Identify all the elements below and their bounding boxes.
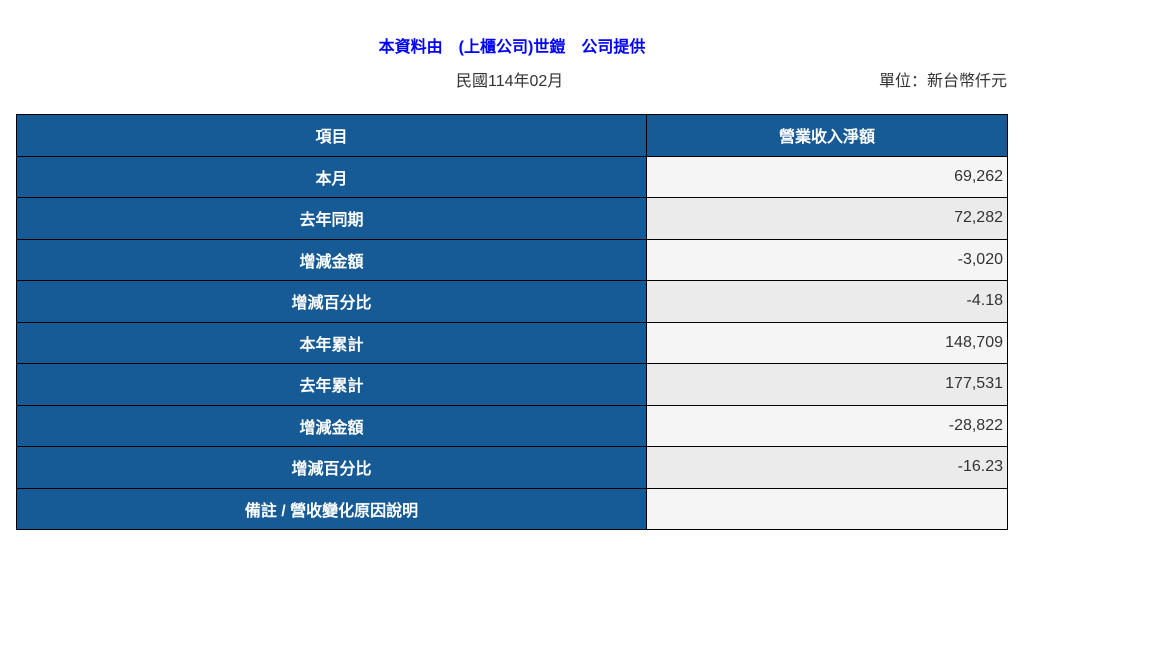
table-row: 增減金額 -28,822	[16, 404, 1008, 447]
row-label: 增減金額	[16, 404, 647, 447]
row-label: 增減百分比	[16, 446, 647, 489]
row-value: -28,822	[646, 404, 1008, 447]
row-label: 去年累計	[16, 363, 647, 406]
table-row: 本年累計 148,709	[16, 321, 1008, 364]
row-value: -4.18	[646, 280, 1008, 323]
row-label: 本月	[16, 155, 647, 198]
row-value: -16.23	[646, 446, 1008, 489]
row-value: -3,020	[646, 238, 1008, 281]
table-row: 本月 69,262	[16, 155, 1008, 198]
header-net-revenue: 營業收入淨額	[646, 114, 1008, 157]
row-label: 增減金額	[16, 238, 647, 281]
row-label: 備註 / 營收變化原因說明	[16, 487, 647, 530]
table-row: 備註 / 營收變化原因說明	[16, 487, 1008, 530]
row-label: 本年累計	[16, 321, 647, 364]
row-value	[646, 487, 1008, 530]
table-row: 去年同期 72,282	[16, 197, 1008, 240]
report-period: 民國114年02月	[456, 73, 564, 90]
row-value: 177,531	[646, 363, 1008, 406]
currency-unit: 單位：新台幣仟元	[878, 73, 1007, 90]
row-value: 148,709	[646, 321, 1008, 364]
table-row: 去年累計 177,531	[16, 363, 1008, 406]
row-value: 69,262	[646, 155, 1008, 198]
table-row: 增減百分比 -4.18	[16, 280, 1008, 323]
revenue-table: 項目 營業收入淨額 本月 69,262 去年同期 72,282 增減金額 -3,020 增減…	[16, 114, 1008, 530]
row-label: 增減百分比	[16, 280, 647, 323]
table-row: 增減金額 -3,020	[16, 238, 1008, 281]
row-label: 去年同期	[16, 197, 647, 240]
page-title: 本資料由 (上櫃公司)世鎧 公司提供	[378, 39, 646, 56]
row-value: 72,282	[646, 197, 1008, 240]
header-item: 項目	[16, 114, 647, 157]
table-row: 增減百分比 -16.23	[16, 446, 1008, 489]
